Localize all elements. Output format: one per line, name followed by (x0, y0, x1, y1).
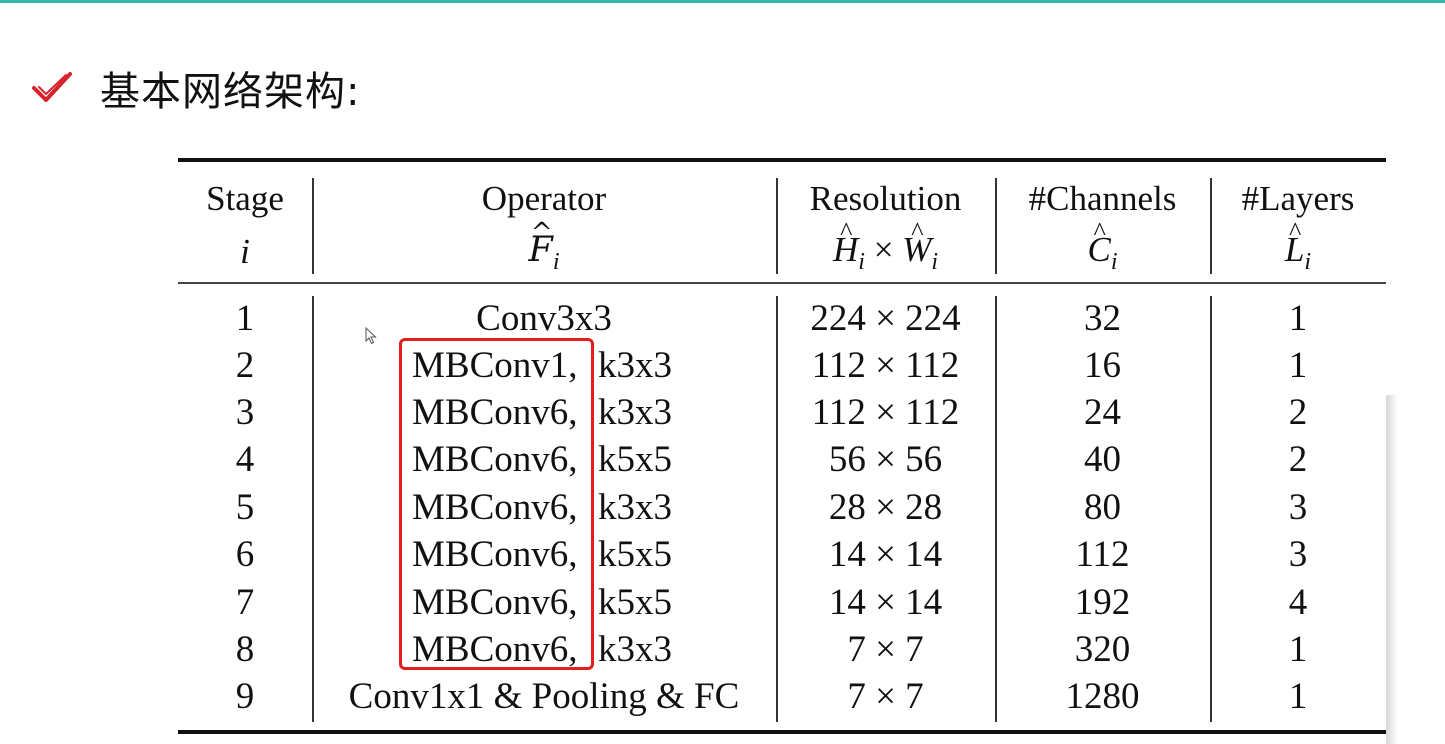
table-bottom-rule (178, 730, 1386, 734)
header-layers-symbol: Li (1212, 232, 1384, 274)
cell-channels: 24 (1084, 392, 1121, 433)
cell-stage: 6 (235, 534, 255, 575)
cell-stage: 9 (235, 676, 255, 717)
mbconv-highlight-box (399, 338, 594, 670)
cell-channels: 320 (1074, 629, 1131, 670)
cell-channels: 192 (1074, 582, 1131, 623)
cell-channels: 112 (1075, 534, 1130, 575)
cell-operator-kernel: k5x5 (598, 534, 672, 575)
header-operator-symbol: Fi (314, 232, 774, 275)
header-stage: Stage (206, 179, 284, 218)
column-divider (312, 296, 314, 722)
column-divider (776, 178, 778, 274)
header-resolution-symbol: Hi × Wi (778, 232, 993, 274)
cell-stage: 7 (235, 582, 255, 623)
cell-resolution: 14 × 14 (828, 582, 943, 623)
cell-operator-block: MBConv6, (412, 629, 578, 670)
table-top-rule (178, 158, 1386, 162)
cell-channels: 16 (1084, 345, 1121, 386)
checkmark-icon (32, 72, 72, 102)
cell-operator: Conv1x1 & Pooling & FC (348, 676, 740, 717)
cell-stage: 3 (235, 392, 255, 433)
cell-layers: 3 (1288, 487, 1308, 528)
column-divider (312, 178, 314, 274)
column-divider (995, 296, 997, 722)
cell-resolution: 112 × 112 (811, 392, 960, 433)
cell-operator-kernel: k5x5 (598, 439, 672, 480)
cell-operator-kernel: k3x3 (598, 345, 672, 386)
cell-operator-block: MBConv6, (412, 439, 578, 480)
table-header-rule (178, 282, 1386, 284)
column-divider (776, 296, 778, 722)
header-channels: #Channels (1028, 179, 1177, 218)
cell-resolution: 7 × 7 (847, 676, 924, 717)
cell-operator-kernel: k5x5 (598, 582, 672, 623)
cell-channels: 80 (1084, 487, 1121, 528)
cell-operator: Conv3x3 (476, 298, 612, 339)
column-divider (1210, 296, 1212, 722)
cell-stage: 2 (235, 345, 255, 386)
cell-channels: 32 (1084, 298, 1121, 339)
cell-operator-block: MBConv6, (412, 487, 578, 528)
cell-channels: 1280 (1065, 676, 1140, 717)
cell-resolution: 224 × 224 (810, 298, 961, 339)
cell-resolution: 56 × 56 (828, 439, 943, 480)
cell-layers: 1 (1288, 345, 1308, 386)
header-layers: #Layers (1241, 179, 1355, 218)
cell-resolution: 112 × 112 (811, 345, 960, 386)
cell-layers: 1 (1288, 298, 1308, 339)
header-resolution: Resolution (809, 179, 962, 218)
cell-layers: 3 (1288, 534, 1308, 575)
cell-operator-block: MBConv6, (412, 534, 578, 575)
cell-layers: 1 (1288, 629, 1308, 670)
cell-channels: 40 (1084, 439, 1121, 480)
cell-resolution: 14 × 14 (828, 534, 943, 575)
cell-layers: 2 (1288, 439, 1308, 480)
cell-operator-block: MBConv6, (412, 582, 578, 623)
cell-operator-block: MBConv1, (412, 345, 578, 386)
cell-layers: 1 (1288, 676, 1308, 717)
cell-resolution: 7 × 7 (847, 629, 924, 670)
section-heading: 基本网络架构: (30, 58, 360, 118)
column-divider (995, 178, 997, 274)
cell-stage: 8 (235, 629, 255, 670)
cell-operator-kernel: k3x3 (598, 392, 672, 433)
cell-resolution: 28 × 28 (828, 487, 943, 528)
header-channels-symbol: Ci (997, 232, 1208, 274)
mouse-cursor-icon (365, 327, 377, 345)
edge-shadow (1386, 395, 1398, 744)
cell-operator-kernel: k3x3 (598, 487, 672, 528)
cell-operator-block: MBConv6, (412, 392, 578, 433)
cell-layers: 2 (1288, 392, 1308, 433)
header-stage-symbol: i (240, 232, 250, 271)
column-divider (1210, 178, 1212, 274)
cell-stage: 4 (235, 439, 255, 480)
cell-layers: 4 (1288, 582, 1308, 623)
cell-operator-kernel: k3x3 (598, 629, 672, 670)
header-operator: Operator (481, 179, 607, 218)
cell-stage: 5 (235, 487, 255, 528)
heading-text: 基本网络架构: (100, 69, 361, 115)
top-accent-rule (0, 0, 1445, 3)
cell-stage: 1 (235, 298, 255, 339)
